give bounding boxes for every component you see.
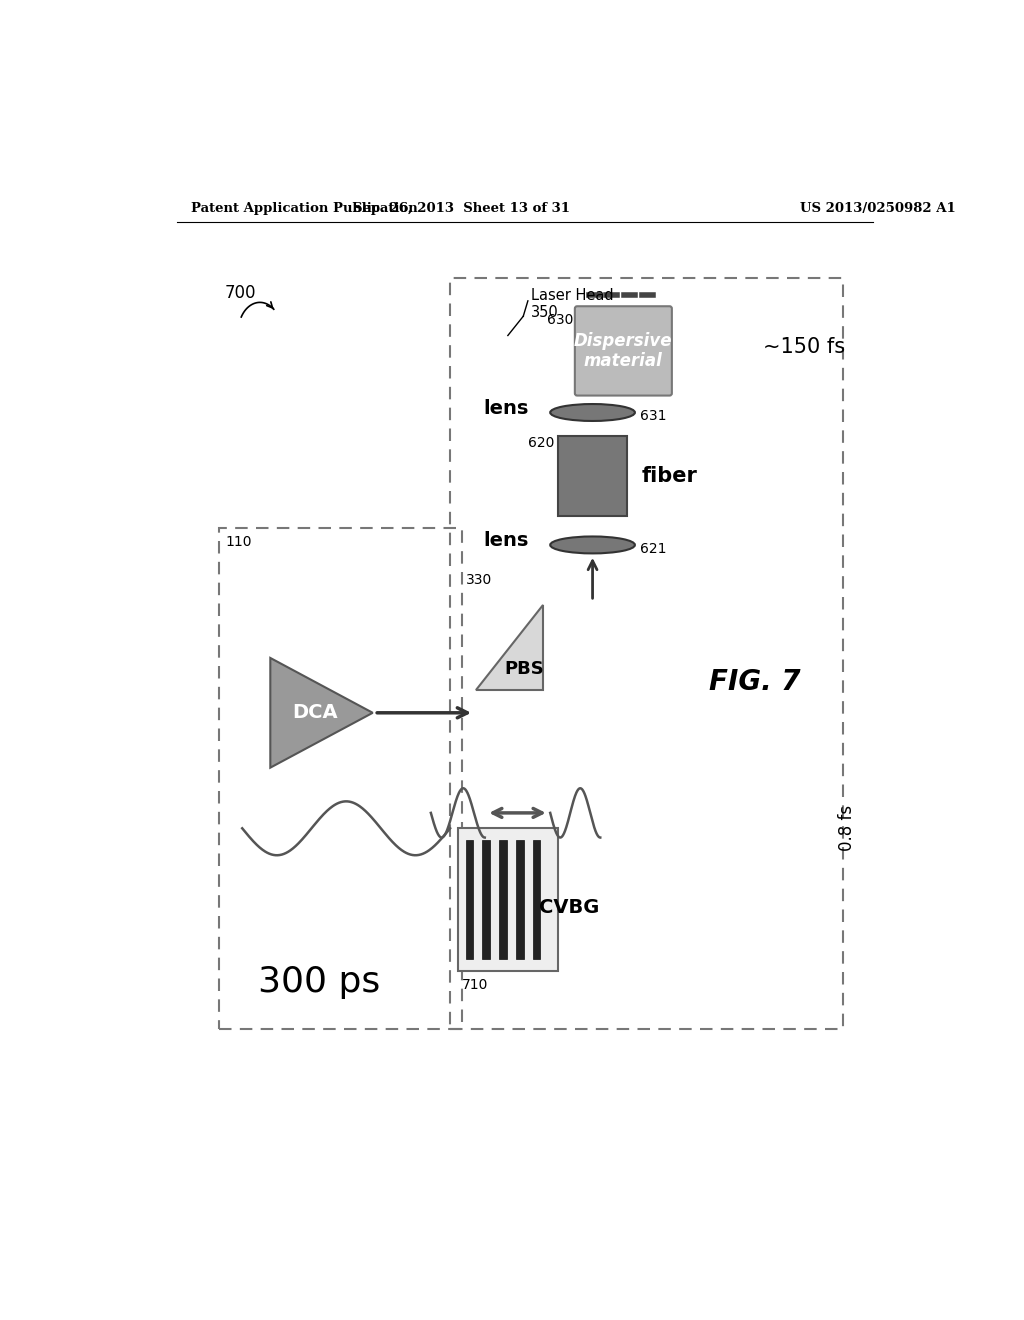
Text: 330: 330 <box>466 573 492 587</box>
Bar <box>219 528 462 1028</box>
Text: lens: lens <box>483 531 528 550</box>
Text: Sep. 26, 2013  Sheet 13 of 31: Sep. 26, 2013 Sheet 13 of 31 <box>353 202 570 215</box>
Bar <box>558 436 628 516</box>
Text: lens: lens <box>483 399 528 418</box>
Text: fiber: fiber <box>642 466 697 486</box>
Bar <box>451 277 843 1028</box>
Bar <box>458 829 558 970</box>
Text: 620: 620 <box>527 437 554 450</box>
Text: ~150 fs: ~150 fs <box>763 337 846 356</box>
Bar <box>466 840 473 960</box>
Text: CVBG: CVBG <box>540 898 600 916</box>
Text: FIG. 7: FIG. 7 <box>709 668 800 696</box>
Bar <box>482 840 489 960</box>
Bar <box>516 840 523 960</box>
Bar <box>500 840 507 960</box>
Text: 631: 631 <box>640 409 667 424</box>
Text: US 2013/0250982 A1: US 2013/0250982 A1 <box>801 202 956 215</box>
Polygon shape <box>475 605 543 689</box>
Text: DCA: DCA <box>293 704 338 722</box>
Text: PBS: PBS <box>504 660 544 678</box>
Text: 710: 710 <box>462 978 488 993</box>
Text: 630: 630 <box>547 313 573 327</box>
Text: 110: 110 <box>225 535 252 549</box>
Text: 0.8 fs: 0.8 fs <box>838 805 856 851</box>
Text: 621: 621 <box>640 541 667 556</box>
Ellipse shape <box>550 404 635 421</box>
Text: Dispersive
material: Dispersive material <box>574 331 673 371</box>
Text: Patent Application Publication: Patent Application Publication <box>190 202 418 215</box>
Bar <box>534 840 541 960</box>
Text: 700: 700 <box>224 284 256 302</box>
Text: Laser Head
350: Laser Head 350 <box>531 288 613 321</box>
Polygon shape <box>270 657 373 768</box>
FancyBboxPatch shape <box>574 306 672 396</box>
Text: 300 ps: 300 ps <box>258 965 380 999</box>
Ellipse shape <box>550 536 635 553</box>
